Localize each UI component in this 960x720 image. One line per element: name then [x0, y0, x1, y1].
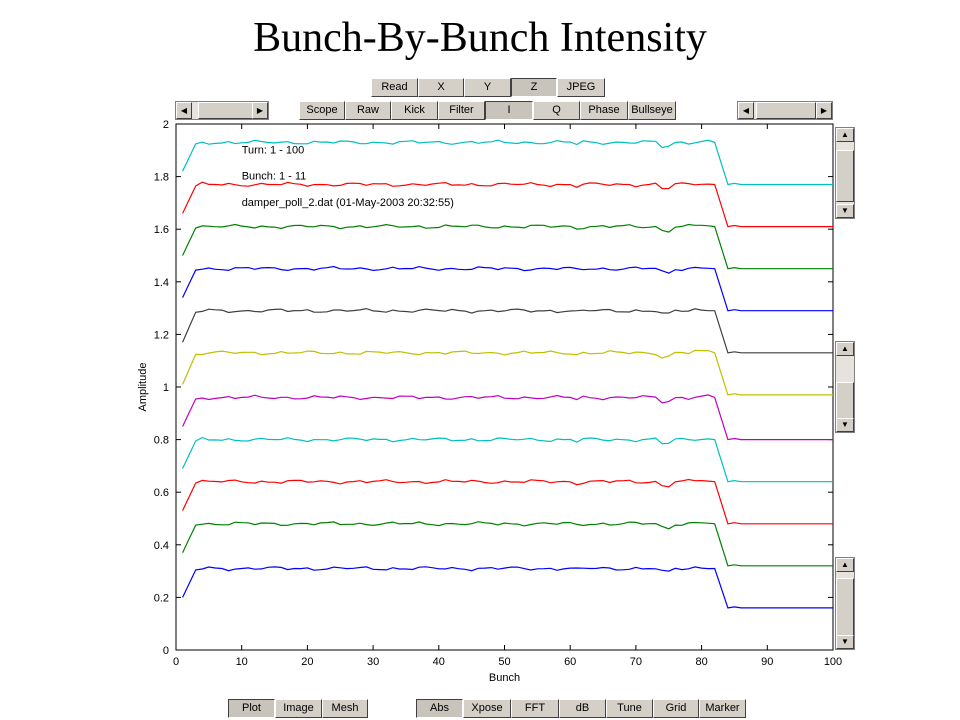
scrollbar-top-right[interactable]: ◀ ▶	[737, 101, 833, 120]
button-abs[interactable]: Abs	[416, 699, 463, 718]
button-mesh[interactable]: Mesh	[322, 699, 368, 718]
scroll-thumb[interactable]	[198, 102, 254, 119]
scroll-right-arrow-icon[interactable]: ▶	[252, 102, 268, 119]
scroll-up-arrow-icon[interactable]: ▲	[836, 128, 854, 142]
x-tick-label: 30	[367, 656, 379, 668]
scroll-right-arrow-icon[interactable]: ▶	[816, 102, 832, 119]
y-tick-label: 0.4	[154, 540, 169, 552]
series-line-9	[182, 223, 833, 270]
scroll-down-arrow-icon[interactable]: ▼	[836, 418, 854, 432]
button-y[interactable]: Y	[464, 78, 511, 97]
x-tick-label: 50	[498, 656, 510, 668]
button-q[interactable]: Q	[533, 101, 580, 120]
scrollbar-right-lower[interactable]: ▲ ▼	[835, 557, 855, 650]
x-tick-label: 20	[301, 656, 313, 668]
y-tick-label: 0.2	[154, 592, 169, 604]
button-tune[interactable]: Tune	[606, 699, 653, 718]
scrollbar-right-upper[interactable]: ▲ ▼	[835, 127, 855, 219]
scroll-thumb[interactable]	[756, 102, 816, 119]
annotation: Turn: 1 - 100	[242, 144, 305, 156]
button-x[interactable]: X	[418, 78, 464, 97]
y-tick-label: 1	[163, 382, 169, 394]
x-tick-label: 10	[236, 656, 248, 668]
button-xpose[interactable]: Xpose	[463, 699, 511, 718]
button-filter[interactable]: Filter	[438, 101, 485, 120]
x-tick-label: 40	[433, 656, 445, 668]
annotation: damper_poll_2.dat (01-May-2003 20:32:55)	[242, 197, 454, 209]
x-tick-label: 0	[173, 656, 179, 668]
plot-area	[175, 123, 834, 651]
x-tick-label: 60	[564, 656, 576, 668]
button-kick[interactable]: Kick	[391, 101, 438, 120]
y-tick-label: 0	[163, 645, 169, 657]
scroll-down-arrow-icon[interactable]: ▼	[836, 204, 854, 218]
page-title: Bunch-By-Bunch Intensity	[253, 15, 707, 61]
button-marker[interactable]: Marker	[699, 699, 746, 718]
button-scope[interactable]: Scope	[299, 101, 345, 120]
button-read[interactable]: Read	[371, 78, 418, 97]
x-tick-label: 90	[761, 656, 773, 668]
series-line-3	[182, 478, 833, 525]
x-axis-label: Bunch	[489, 672, 520, 684]
y-tick-label: 1.8	[154, 172, 169, 184]
scroll-up-arrow-icon[interactable]: ▲	[836, 342, 854, 356]
x-tick-label: 100	[824, 656, 842, 668]
y-tick-label: 2	[163, 119, 169, 131]
button-image[interactable]: Image	[275, 699, 322, 718]
y-tick-label: 0.8	[154, 435, 169, 447]
button-db[interactable]: dB	[559, 699, 606, 718]
button-z[interactable]: Z	[511, 78, 557, 97]
button-fft[interactable]: FFT	[511, 699, 559, 718]
scrollbar-top-left[interactable]: ◀ ▶	[175, 101, 269, 120]
button-phase[interactable]: Phase	[580, 101, 628, 120]
button-jpeg[interactable]: JPEG	[557, 78, 605, 97]
series-line-2	[182, 521, 833, 567]
annotation: Bunch: 1 - 11	[242, 171, 307, 183]
scroll-left-arrow-icon[interactable]: ◀	[176, 102, 192, 119]
series-line-1	[182, 566, 833, 609]
y-tick-label: 1.6	[154, 224, 169, 236]
scroll-thumb[interactable]	[836, 382, 854, 420]
series-line-10	[182, 181, 833, 228]
button-bullseye[interactable]: Bullseye	[628, 101, 676, 120]
scroll-down-arrow-icon[interactable]: ▼	[836, 635, 854, 649]
series-line-8	[182, 265, 833, 312]
y-axis-label: Amplitude	[137, 363, 149, 412]
x-tick-label: 80	[695, 656, 707, 668]
button-i[interactable]: I	[485, 101, 533, 120]
series-line-7	[182, 307, 833, 354]
x-tick-label: 70	[630, 656, 642, 668]
scroll-up-arrow-icon[interactable]: ▲	[836, 558, 854, 572]
scroll-thumb[interactable]	[836, 150, 854, 202]
scrollbar-right-middle[interactable]: ▲ ▼	[835, 341, 855, 433]
button-raw[interactable]: Raw	[345, 101, 391, 120]
series-line-11	[182, 139, 833, 186]
y-tick-label: 1.4	[154, 277, 169, 289]
series-line-6	[182, 349, 833, 396]
series-line-4	[182, 436, 833, 483]
scroll-thumb[interactable]	[836, 578, 854, 636]
series-line-5	[182, 394, 833, 441]
button-grid[interactable]: Grid	[653, 699, 699, 718]
y-tick-label: 0.6	[154, 487, 169, 499]
button-plot[interactable]: Plot	[228, 699, 275, 718]
y-tick-label: 1.2	[154, 329, 169, 341]
scroll-left-arrow-icon[interactable]: ◀	[738, 102, 754, 119]
